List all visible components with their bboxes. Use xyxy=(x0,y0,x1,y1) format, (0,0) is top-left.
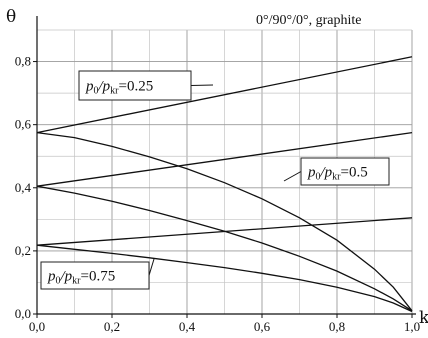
x-tick-label: 0,8 xyxy=(329,319,345,334)
annotation-boxes: p0/pkr=0.25 p0/pkr=0.5 p0/pkr=0.75 xyxy=(40,70,390,290)
y-tick-label: 0,4 xyxy=(15,180,32,195)
x-tick-label: 0,0 xyxy=(29,319,45,334)
annotation-label: p0/pkr=0.25 xyxy=(85,79,153,97)
x-tick-label: 0,2 xyxy=(104,319,120,334)
y-tick-label: 0,8 xyxy=(15,54,31,69)
annotation-frame xyxy=(300,157,390,186)
annotation-leader xyxy=(283,171,302,182)
x-tick-label: 0,6 xyxy=(254,319,271,334)
annotation-leader xyxy=(190,84,214,86)
series-line-1 xyxy=(36,56,413,134)
y-axis-label: θ xyxy=(6,7,16,27)
series-line-3 xyxy=(36,131,413,187)
series-line-2 xyxy=(36,131,413,312)
series-line-6 xyxy=(36,244,413,313)
series-line-4 xyxy=(36,185,413,312)
chart-title: 0°/90°/0°, graphite xyxy=(256,13,361,28)
axes xyxy=(33,16,416,318)
x-axis-label: k xyxy=(419,308,428,328)
annotation-box-1: p0/pkr=0.25 xyxy=(78,70,192,101)
annotation-label: p0/pkr=0.5 xyxy=(307,165,368,183)
y-tick-label: 0,2 xyxy=(15,243,31,258)
annotation-frame xyxy=(40,261,150,290)
y-tick-label: 0,6 xyxy=(15,117,32,132)
annotation-label: p0/pkr=0.75 xyxy=(47,269,115,287)
annotation-leader-lines xyxy=(148,84,302,276)
annotation-box-3: p0/pkr=0.75 xyxy=(40,261,150,290)
y-tick-label: 0,0 xyxy=(15,306,31,321)
annotation-box-2: p0/pkr=0.5 xyxy=(300,157,390,186)
x-tick-label: 0,4 xyxy=(179,319,196,334)
series-lines xyxy=(36,56,413,313)
annotation-frame xyxy=(78,70,192,101)
tick-labels: 0,0 0,2 0,4 0,6 0,8 1,0 0,0 0,2 0,4 0,6 0,8 xyxy=(15,54,420,334)
annotation-leader xyxy=(148,258,155,276)
series-line-5 xyxy=(36,217,413,246)
x-tick-label: 1,0 xyxy=(404,319,420,334)
